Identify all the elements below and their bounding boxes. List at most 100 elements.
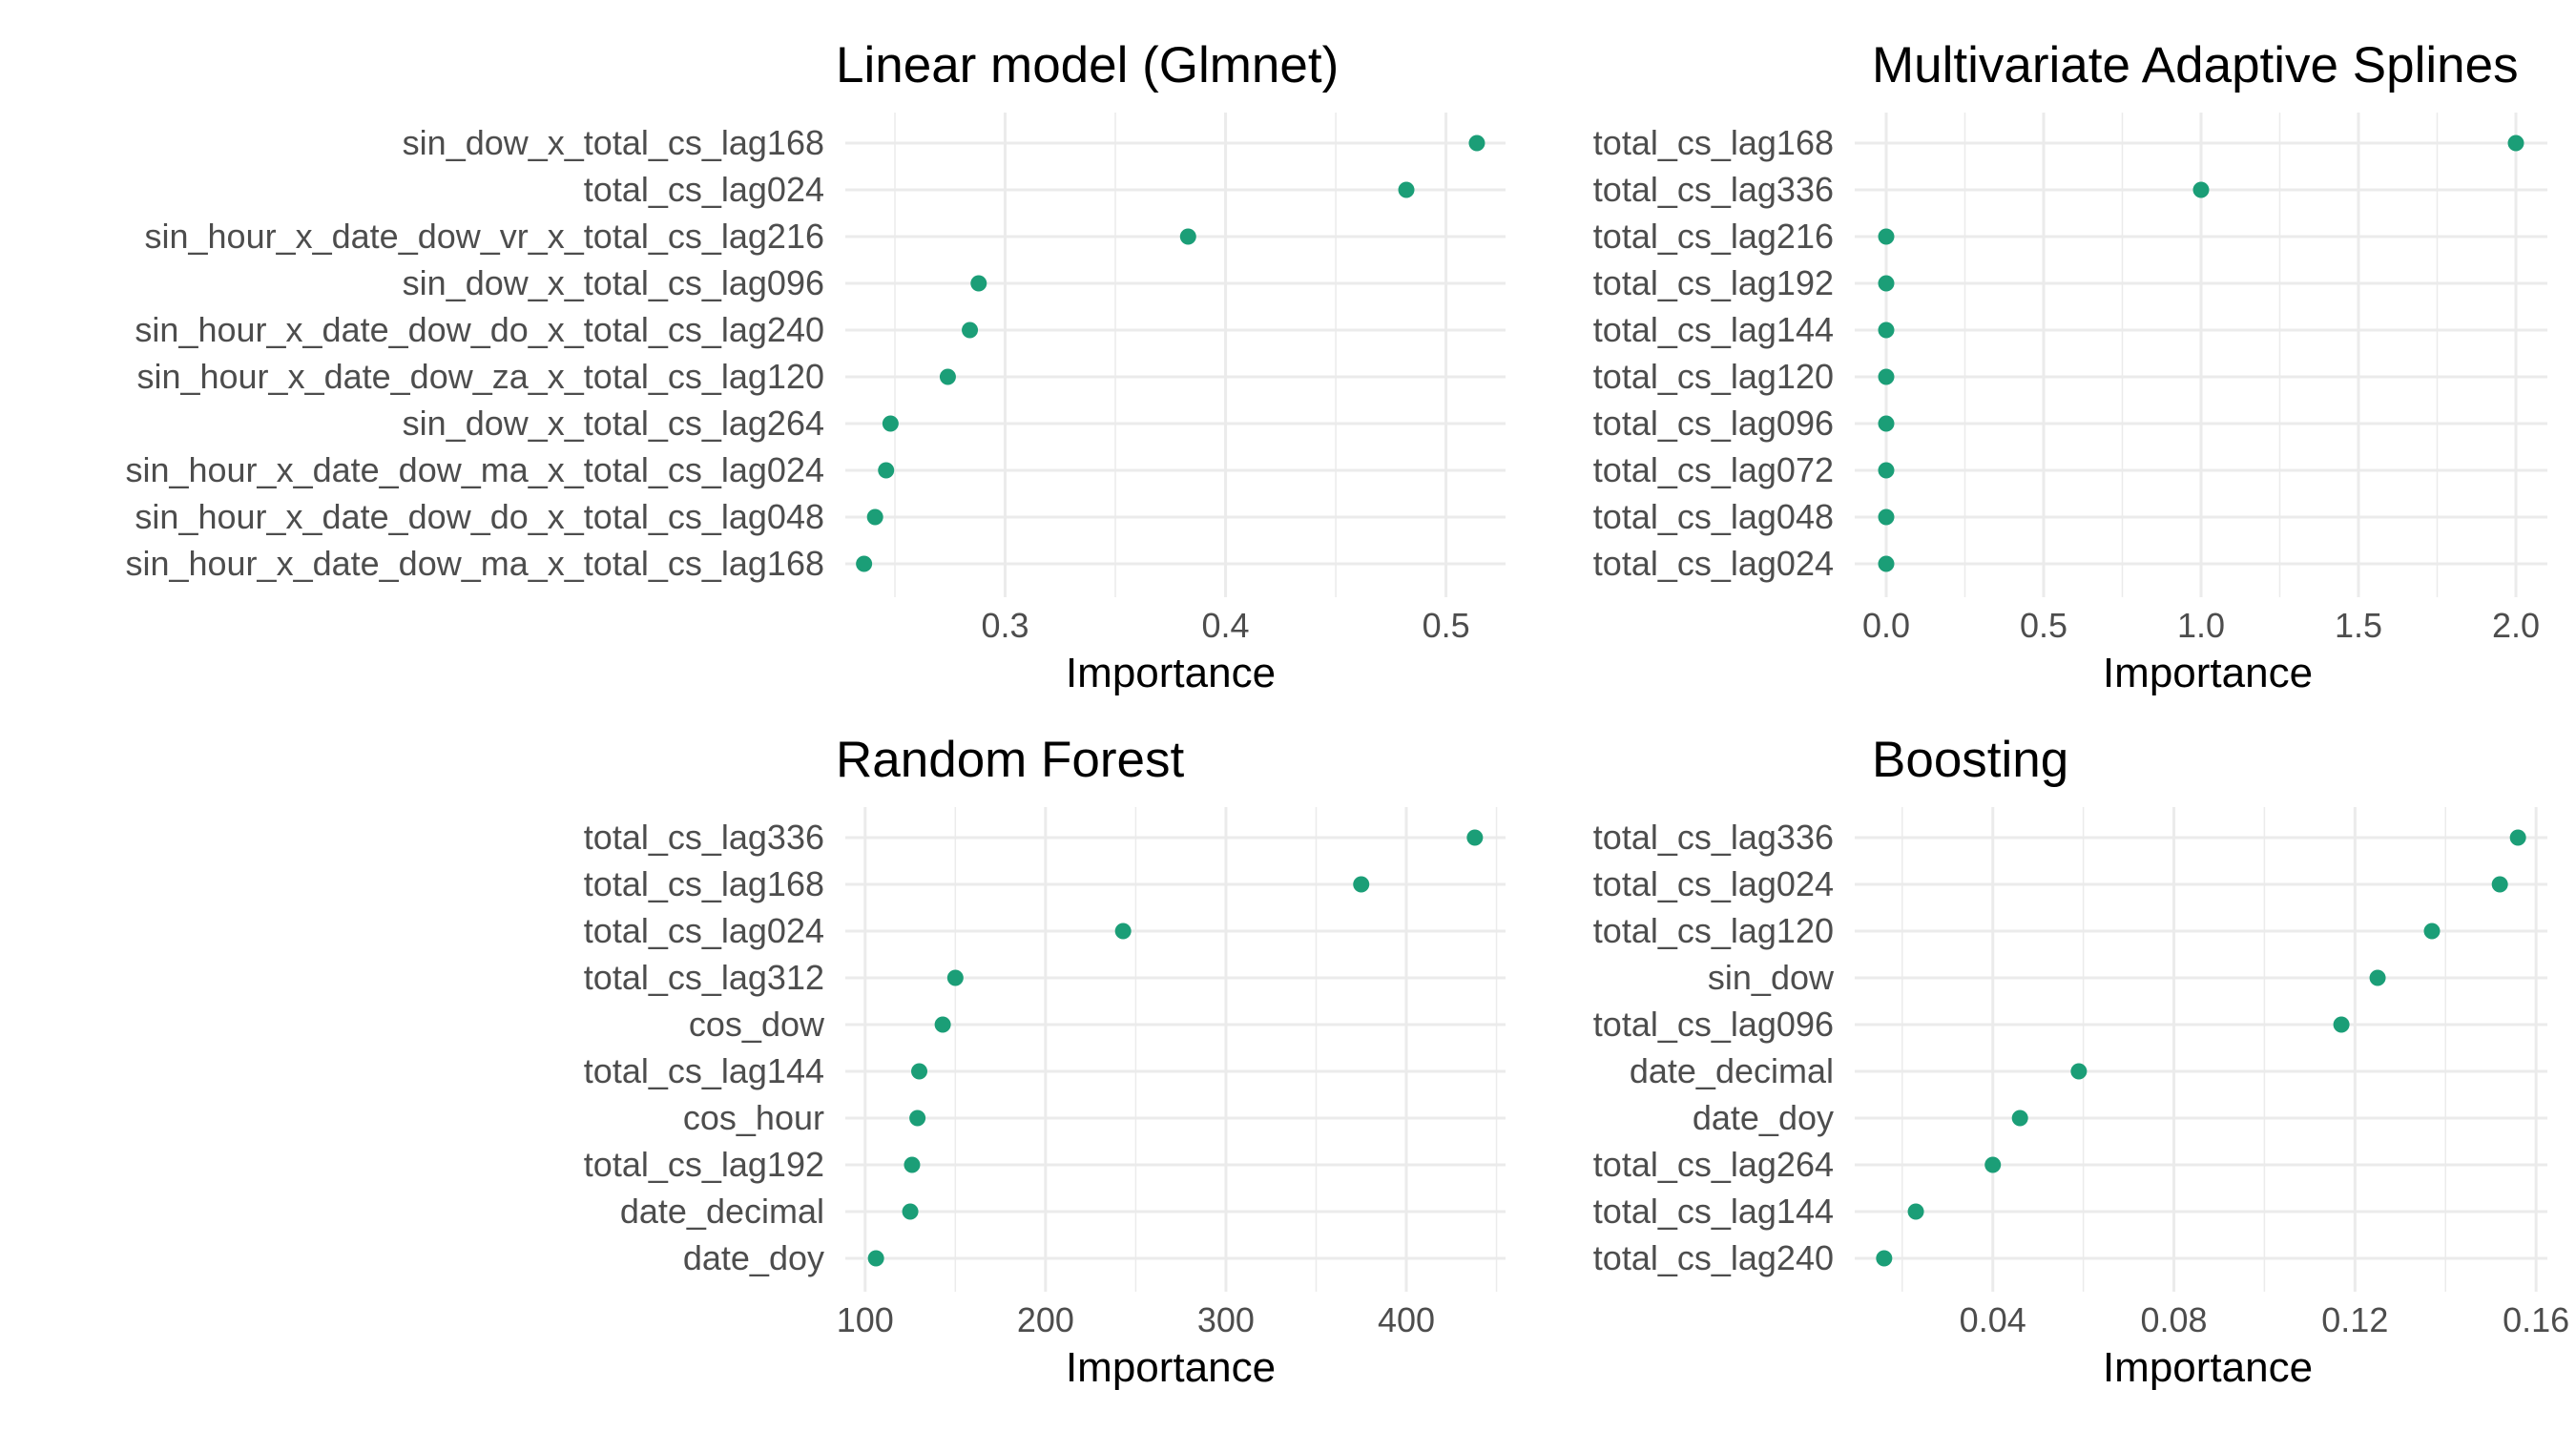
data-point <box>970 275 987 292</box>
data-point <box>2369 969 2386 986</box>
category-label: sin_hour_x_date_dow_ma_x_total_cs_lag168 <box>125 544 824 583</box>
category-label: total_cs_lag336 <box>1593 170 1834 209</box>
category-label: date_decimal <box>620 1192 824 1231</box>
x-tick-label: 0.4 <box>1202 606 1250 645</box>
category-label: sin_hour_x_date_dow_za_x_total_cs_lag120 <box>136 357 824 396</box>
panel-category-labels: total_cs_lag336 total_cs_lag024 total_cs_l… <box>1593 818 1835 1277</box>
x-axis-label: Importance <box>1066 650 1276 696</box>
data-point <box>2192 181 2210 198</box>
data-point <box>1466 829 1484 846</box>
category-label: total_cs_lag144 <box>1593 1192 1834 1231</box>
data-point <box>946 969 964 986</box>
data-point <box>1398 181 1415 198</box>
data-point <box>2509 829 2526 846</box>
data-point <box>904 1156 921 1173</box>
category-label: total_cs_lag264 <box>1593 1145 1834 1184</box>
data-point <box>867 1250 884 1267</box>
panel-grid <box>1855 113 2547 597</box>
data-point <box>882 415 899 432</box>
category-label: total_cs_lag120 <box>1593 911 1834 950</box>
data-point <box>1907 1203 1924 1220</box>
data-point <box>2507 135 2524 152</box>
category-label: total_cs_lag096 <box>1593 404 1834 443</box>
x-tick-label: 1.5 <box>2335 606 2382 645</box>
category-label: total_cs_lag024 <box>584 170 824 209</box>
data-point <box>1468 135 1485 152</box>
category-label: sin_dow_x_total_cs_lag168 <box>403 123 824 162</box>
panel-mars: Multivariate Adaptive Splines total_cs_l… <box>1593 37 2547 696</box>
data-point <box>856 555 873 572</box>
category-label: total_cs_lag336 <box>584 818 824 857</box>
category-label: total_cs_lag192 <box>584 1145 824 1184</box>
data-point <box>911 1063 928 1080</box>
x-tick-label: 0.0 <box>1862 606 1910 645</box>
data-point <box>1876 1250 1893 1267</box>
panel-x-ticks: 0.0 0.5 1.0 1.5 2.0 <box>1862 606 2540 645</box>
panel-points <box>856 135 1485 572</box>
category-label: total_cs_lag048 <box>1593 497 1834 536</box>
panel-random-forest: Random Forest total_cs_lag336total_cs_la… <box>584 732 1506 1391</box>
panel-points <box>1878 135 2524 572</box>
data-point <box>902 1203 919 1220</box>
data-point <box>878 462 895 479</box>
category-label: total_cs_lag144 <box>584 1051 824 1090</box>
panel-category-labels: total_cs_lag336 total_cs_lag168 total_cs_l… <box>584 818 825 1277</box>
data-point <box>1114 923 1132 940</box>
category-label: total_cs_lag312 <box>584 958 824 997</box>
panel-title: Random Forest <box>836 732 1185 788</box>
panel-points <box>1876 829 2526 1267</box>
category-label: date_doy <box>1693 1098 1834 1137</box>
data-point <box>2491 876 2508 893</box>
category-label: total_cs_lag024 <box>584 911 824 950</box>
category-label: total_cs_lag072 <box>1593 450 1834 489</box>
data-point <box>934 1016 951 1033</box>
data-point <box>866 508 883 526</box>
category-label: cos_dow <box>689 1005 825 1044</box>
data-point <box>1878 508 1895 526</box>
x-tick-label: 0.16 <box>2503 1300 2569 1339</box>
panel-x-ticks: 100 200 300 400 <box>837 1300 1435 1339</box>
x-tick-label: 0.5 <box>1423 606 1470 645</box>
panel-category-labels: total_cs_lag168 total_cs_lag336 total_cs_l… <box>1593 123 1834 583</box>
category-label: total_cs_lag024 <box>1593 544 1834 583</box>
category-label: sin_dow <box>1708 958 1835 997</box>
category-label: sin_hour_x_date_dow_do_x_total_cs_lag240 <box>135 310 824 349</box>
category-label: total_cs_lag336 <box>1593 818 1834 857</box>
data-point <box>1878 321 1895 339</box>
data-point <box>2011 1110 2028 1127</box>
category-label: sin_hour_x_date_dow_vr_x_total_cs_lag216 <box>144 217 824 256</box>
panel-points <box>867 829 1484 1267</box>
x-tick-label: 0.04 <box>1960 1300 2026 1339</box>
category-label: sin_hour_x_date_dow_ma_x_total_cs_lag024 <box>125 450 824 489</box>
x-tick-label: 100 <box>837 1300 894 1339</box>
category-label: total_cs_lag192 <box>1593 263 1834 302</box>
data-point <box>909 1110 926 1127</box>
panel-x-ticks: 0.3 0.4 0.5 <box>981 606 1469 645</box>
category-label: sin_hour_x_date_dow_do_x_total_cs_lag048 <box>135 497 824 536</box>
x-tick-label: 0.3 <box>981 606 1028 645</box>
panel-title: Multivariate Adaptive Splines <box>1872 37 2519 93</box>
data-point <box>1878 555 1895 572</box>
panel-glmnet: Linear model (Glmnet) sin_dow_x_total_cs… <box>125 37 1506 696</box>
panel-grid <box>845 807 1506 1292</box>
panel-boosting: Boosting total_cs_lag336 total_cs_lag024t… <box>1593 732 2569 1391</box>
category-label: total_cs_lag144 <box>1593 310 1834 349</box>
data-point <box>2333 1016 2350 1033</box>
x-tick-label: 1.0 <box>2177 606 2225 645</box>
x-tick-label: 0.5 <box>2020 606 2067 645</box>
data-point <box>2423 923 2441 940</box>
category-label: total_cs_lag168 <box>584 864 824 903</box>
category-label: cos_hour <box>683 1098 824 1137</box>
data-point <box>1878 275 1895 292</box>
panel-grid <box>845 113 1506 597</box>
panel-category-labels: sin_dow_x_total_cs_lag168 total_cs_lag024… <box>125 123 824 583</box>
x-axis-label: Importance <box>2103 650 2313 696</box>
x-tick-label: 0.12 <box>2321 1300 2388 1339</box>
data-point <box>939 368 956 385</box>
x-axis-label: Importance <box>2103 1344 2313 1391</box>
data-point <box>1353 876 1370 893</box>
x-tick-label: 2.0 <box>2492 606 2540 645</box>
x-tick-label: 400 <box>1378 1300 1435 1339</box>
